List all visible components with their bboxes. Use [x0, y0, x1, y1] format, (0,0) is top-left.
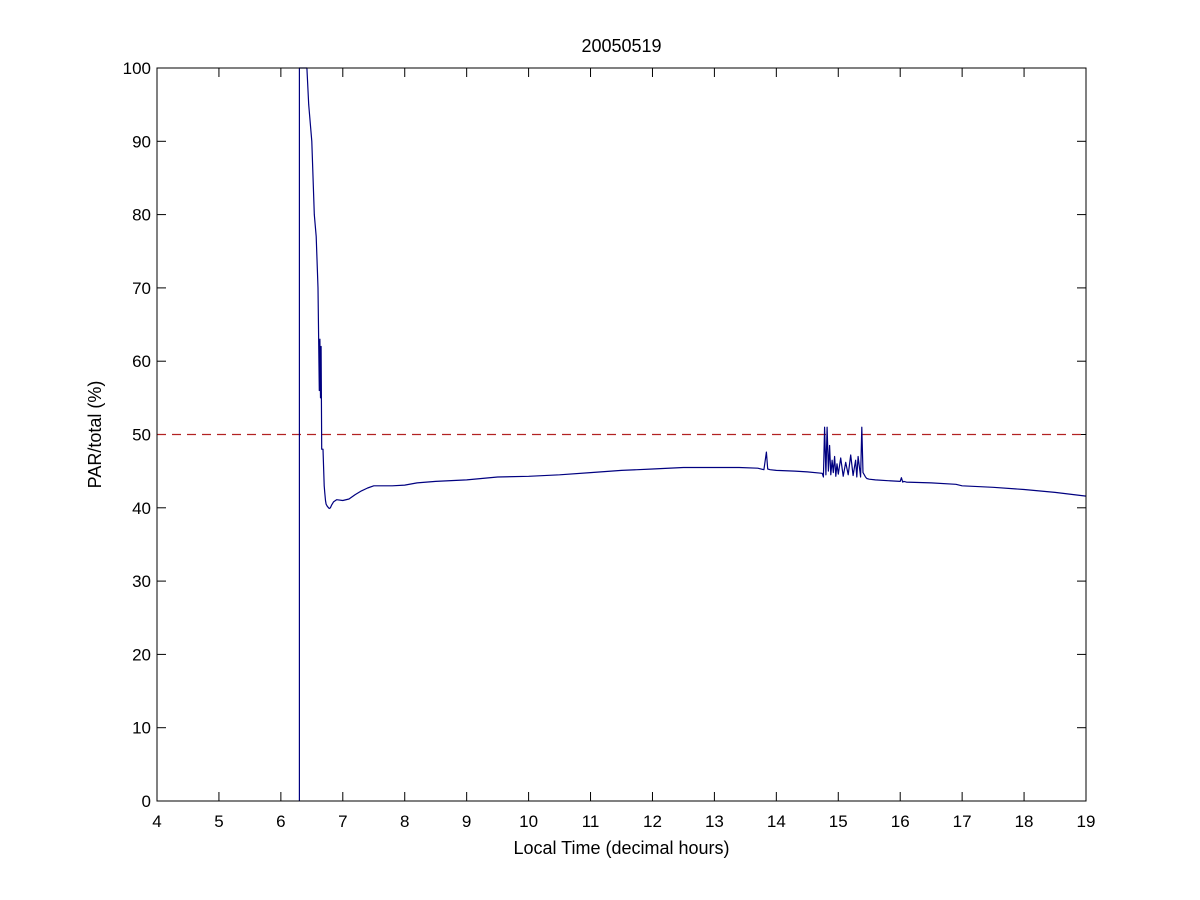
y-tick-label: 40: [132, 499, 151, 518]
x-tick-label: 8: [400, 812, 409, 831]
x-tick-label: 11: [582, 812, 600, 831]
par-ratio-series-line: [298, 67, 1087, 801]
x-tick-label: 18: [1015, 812, 1034, 831]
x-tick-label: 12: [643, 812, 662, 831]
x-tick-label: 7: [338, 812, 347, 831]
x-tick-label: 13: [705, 812, 724, 831]
y-tick-label: 0: [142, 792, 151, 811]
y-tick-label: 10: [132, 719, 151, 738]
y-tick-label: 20: [132, 645, 151, 664]
series-group: [298, 67, 1087, 801]
y-tick-label: 50: [132, 426, 151, 445]
y-tick-label: 100: [123, 59, 151, 78]
chart-title: 20050519: [581, 36, 661, 56]
plot-frame: [156, 67, 1087, 802]
x-tick-label: 15: [829, 812, 848, 831]
y-axis-title: PAR/total (%): [85, 381, 105, 489]
x-tick-label: 9: [462, 812, 471, 831]
y-tick-label: 90: [132, 132, 151, 151]
x-tick-label: 6: [276, 812, 285, 831]
x-tick-label: 16: [891, 812, 910, 831]
x-tick-label: 19: [1077, 812, 1096, 831]
y-tick-label: 70: [132, 279, 151, 298]
x-tick-label: 10: [519, 812, 538, 831]
y-tick-label: 80: [132, 206, 151, 225]
x-axis-title: Local Time (decimal hours): [513, 838, 729, 858]
y-tick-label: 60: [132, 352, 151, 371]
axis-ticks-group: 4 5 6 7 8 9 10 11 12 13 14 15 16 17 18 19 0 10 20 30 40 50 60 7…: [123, 59, 1096, 831]
x-tick-label: 4: [152, 812, 161, 831]
x-tick-label: 17: [953, 812, 972, 831]
x-tick-label: 5: [214, 812, 223, 831]
y-tick-label: 30: [132, 572, 151, 591]
x-tick-label: 14: [767, 812, 786, 831]
